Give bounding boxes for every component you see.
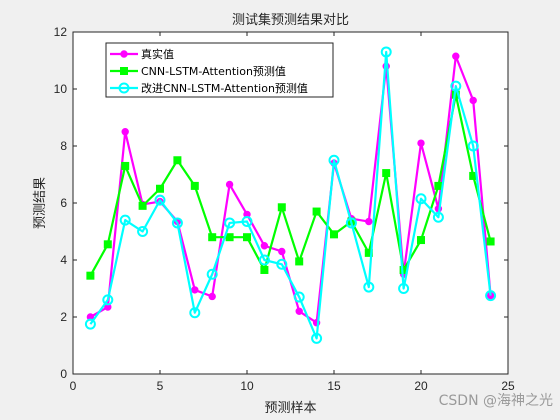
data-point	[469, 96, 477, 105]
data-point	[171, 217, 183, 229]
data-point	[295, 257, 304, 266]
legend-item: 改进CNN-LSTM-Attention预测值	[110, 81, 308, 95]
data-point	[260, 242, 269, 250]
data-point	[260, 265, 269, 274]
data-point	[328, 154, 340, 166]
data-point	[102, 294, 114, 306]
data-point	[312, 207, 321, 216]
data-point	[293, 291, 305, 303]
data-point	[243, 233, 251, 242]
y-tick-label: 6	[60, 196, 67, 210]
legend-label: 改进CNN-LSTM-Attention预测值	[141, 81, 308, 95]
data-point	[241, 216, 253, 228]
series-3	[84, 46, 497, 344]
legend: 真实值 CNN-LSTM-Attention预测值改进CNN-LSTM-Atten…	[105, 42, 334, 98]
data-point	[189, 307, 201, 319]
legend-swatch-marker	[120, 67, 128, 75]
y-tick-label: 0	[60, 367, 67, 381]
data-point	[208, 292, 216, 301]
legend-box	[105, 42, 334, 98]
y-tick-label: 10	[54, 82, 68, 96]
legend-item: 真实值	[110, 47, 174, 61]
data-point	[277, 203, 286, 212]
data-point	[225, 233, 234, 242]
data-point	[156, 184, 164, 193]
data-point	[452, 52, 460, 60]
data-point	[363, 281, 375, 293]
data-point	[467, 140, 479, 152]
data-point	[84, 318, 96, 330]
data-point	[224, 217, 236, 229]
chart-title: 测试集预测结果对比	[232, 12, 349, 28]
data-point	[365, 217, 373, 226]
data-point	[398, 283, 410, 294]
data-point	[119, 214, 131, 226]
data-point	[138, 201, 147, 210]
x-tick-label: 5	[157, 379, 164, 393]
x-tick-label: 10	[240, 379, 254, 393]
series-layer	[84, 46, 497, 344]
data-point	[137, 226, 149, 237]
x-axis-label: 预测样本	[264, 401, 316, 416]
data-point	[345, 217, 357, 229]
data-point	[173, 156, 182, 165]
x-tick-label: 0	[70, 379, 77, 393]
data-point	[415, 193, 427, 205]
data-point	[330, 230, 338, 239]
legend-label: 真实值	[141, 47, 174, 61]
data-point	[380, 46, 392, 58]
y-tick-label: 8	[60, 139, 67, 153]
watermark: CSDN @海神之光	[439, 393, 553, 409]
y-tick-label: 4	[60, 253, 67, 267]
data-point	[103, 240, 112, 249]
y-tick-label: 12	[54, 25, 68, 39]
data-point	[258, 254, 270, 266]
data-point	[86, 271, 95, 280]
data-point	[276, 258, 288, 270]
data-point	[485, 290, 497, 302]
data-point	[206, 268, 218, 280]
data-point	[225, 180, 234, 189]
data-point	[311, 332, 323, 344]
data-point	[486, 237, 495, 246]
data-point	[278, 247, 286, 256]
data-point	[417, 236, 425, 245]
legend-swatch-marker	[120, 50, 128, 58]
data-point	[190, 181, 199, 190]
legend-item: CNN-LSTM-Attention预测值	[110, 65, 286, 78]
data-point	[432, 211, 444, 223]
data-point	[434, 181, 443, 190]
legend-swatch-marker	[118, 82, 130, 94]
data-point	[121, 161, 130, 170]
data-point	[154, 194, 166, 206]
data-point	[382, 169, 391, 178]
tick-layer: 0 5 10 15 20 25 0 2 4 6 8 10 12	[54, 25, 515, 393]
x-tick-label: 25	[501, 379, 515, 393]
data-point	[121, 128, 129, 136]
data-point	[450, 80, 462, 92]
x-tick-label: 20	[414, 379, 428, 393]
data-point	[208, 233, 217, 242]
data-point	[417, 139, 425, 147]
data-point	[295, 307, 303, 315]
legend-label: CNN-LSTM-Attention预测值	[141, 65, 286, 78]
y-axis-label: 预测结果	[33, 177, 48, 229]
data-point	[191, 286, 199, 294]
y-tick-label: 2	[60, 310, 67, 324]
x-tick-label: 15	[327, 379, 341, 393]
